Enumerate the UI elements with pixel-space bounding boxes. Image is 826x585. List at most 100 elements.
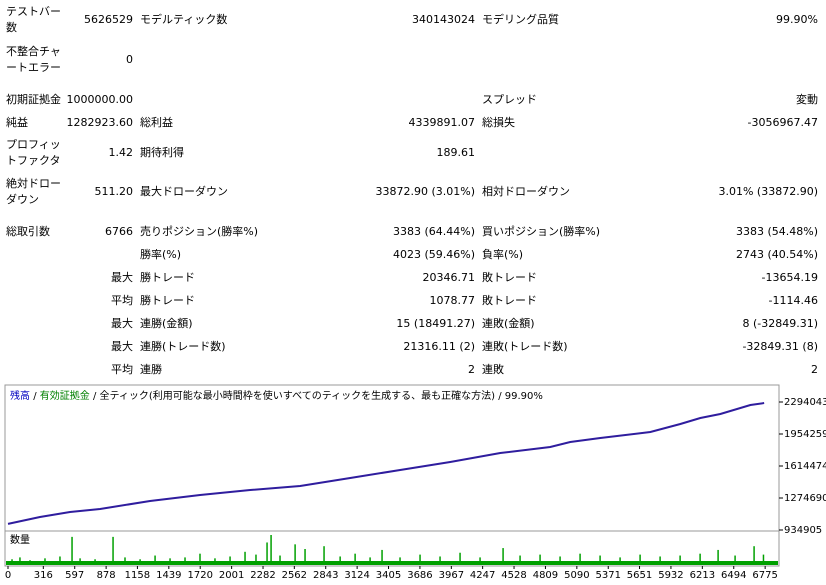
volume-label: 数量 [10, 533, 30, 546]
x-tick-label: 2001 [219, 570, 244, 581]
x-tick-label: 4247 [470, 570, 495, 581]
field-value: 20346.71 [422, 271, 476, 284]
field-label: 初期証拠金 [6, 93, 61, 106]
field-label: プロフィットファクタ [6, 138, 61, 167]
legend-entry: 残高 [10, 389, 33, 402]
field-label: 総損失 [482, 116, 515, 129]
x-tick-label: 3967 [439, 570, 464, 581]
y-tick-label: 1274690 [784, 493, 826, 504]
legend-quality: 99.90% [505, 391, 543, 402]
report: テストバー数 5626529 モデルティック数 340143024 モデリング品質 99.… [0, 3, 826, 380]
report-row: 総取引数 6766 売りポジション(勝率%) 3383 (64.44%) 買いポジション… [0, 222, 826, 242]
legend-separator: / [498, 391, 505, 402]
field-value: 1000000.00 [66, 93, 133, 106]
field-label: 連勝(トレード数) [140, 340, 226, 353]
x-tick-label: 3124 [344, 570, 369, 581]
field-label: 連敗(トレード数) [482, 340, 568, 353]
x-tick-label: 4809 [533, 570, 558, 581]
report-row: 不整合チャートエラー 0 [0, 42, 826, 78]
field-value: 1282923.60 [66, 116, 133, 129]
x-tick-label: 5651 [627, 570, 652, 581]
legend-separator: / [93, 391, 100, 402]
field-value: 1.42 [108, 146, 134, 159]
field-value: 33872.90 (3.01%) [375, 185, 475, 198]
field-value: 1078.77 [429, 294, 476, 307]
field-label: 敗トレード [482, 271, 537, 284]
field-value: 21316.11 (2) [403, 340, 475, 353]
report-row: プロフィットファクタ 1.42 期待利得 189.61 [0, 137, 826, 169]
report-row: 純益 1282923.60 総利益 4339891.07 総損失 -3056967.47 [0, 113, 826, 133]
x-tick-label: 5371 [596, 570, 621, 581]
x-tick-label: 1158 [125, 570, 150, 581]
field-value: 8 (-32849.31) [742, 317, 818, 330]
x-tick-label: 597 [65, 570, 84, 581]
field-value: 6766 [105, 225, 133, 238]
field-label: 連勝 [140, 363, 162, 376]
x-tick-label: 3686 [407, 570, 432, 581]
field-label: スプレッド [482, 93, 537, 106]
field-label: 連敗(金額) [482, 317, 535, 330]
field-value: 最大 [111, 317, 133, 330]
field-value: -32849.31 (8) [742, 340, 818, 353]
report-row: 平均 勝トレード 1078.77 敗トレード -1114.46 [0, 291, 826, 311]
legend-separator: / [33, 391, 40, 402]
plot-frame [4, 384, 780, 567]
x-tick-label: 6775 [752, 570, 777, 581]
y-tick-label: 2294043 [784, 397, 826, 408]
x-tick-label: 2562 [282, 570, 307, 581]
report-row: 平均 連勝 2 連敗 2 [0, 360, 826, 380]
field-label: 勝率(%) [140, 248, 182, 261]
field-label: モデルティック数 [140, 13, 228, 26]
x-tick-label: 878 [97, 570, 116, 581]
field-value: 2 [811, 363, 818, 376]
field-label: モデリング品質 [482, 13, 559, 26]
field-value: -1114.46 [768, 294, 818, 307]
y-tick-label: 934905 [784, 525, 822, 536]
x-tick-label: 6494 [721, 570, 746, 581]
legend-subtitle: 全ティック(利用可能な最小時間枠を使いすべてのティックを生成する、最も正確な方法… [100, 389, 499, 402]
field-label: 勝トレード [140, 271, 195, 284]
y-tick-label: 1954259 [784, 429, 826, 440]
y-tick-label: 1614474 [784, 461, 826, 472]
field-label: 総利益 [140, 116, 173, 129]
field-value: -3056967.47 [747, 116, 818, 129]
x-tick-label: 0 [5, 570, 11, 581]
report-row: 絶対ドローダウン 511.20 最大ドローダウン 33872.90 (3.01%) 相対… [0, 175, 826, 209]
field-value: 最大 [111, 271, 133, 284]
report-row: テストバー数 5626529 モデルティック数 340143024 モデリング品質 99.… [0, 3, 826, 37]
volume-baseline [6, 561, 778, 565]
field-label: 絶対ドローダウン [6, 177, 61, 206]
x-tick-label: 316 [34, 570, 53, 581]
field-value: -13654.19 [761, 271, 818, 284]
field-value: 3383 (64.44%) [392, 225, 475, 238]
field-label: テストバー数 [6, 5, 61, 34]
field-label: 連勝(金額) [140, 317, 193, 330]
x-tick-label: 2843 [313, 570, 338, 581]
x-tick-label: 1720 [187, 570, 212, 581]
field-value: 4023 (59.46%) [392, 248, 475, 261]
field-label: 期待利得 [140, 146, 184, 159]
x-tick-label: 4528 [501, 570, 526, 581]
field-value: 平均 [111, 294, 133, 307]
field-value: 2743 (40.54%) [735, 248, 818, 261]
field-label: 相対ドローダウン [482, 185, 570, 198]
field-value: 変動 [796, 93, 818, 106]
field-value: 3383 (54.48%) [735, 225, 818, 238]
report-row: 最大 連勝(トレード数) 21316.11 (2) 連敗(トレード数) -32849.3… [0, 337, 826, 357]
field-value: 99.90% [776, 13, 818, 26]
field-label: 連敗 [482, 363, 504, 376]
x-tick-label: 3405 [376, 570, 401, 581]
field-value: 2 [468, 363, 475, 376]
field-value: 15 (18491.27) [396, 317, 475, 330]
field-label: 売りポジション(勝率%) [140, 225, 259, 238]
x-tick-label: 5090 [564, 570, 589, 581]
field-value: 0 [126, 53, 133, 66]
field-label: 総取引数 [6, 225, 50, 238]
x-tick-label: 5932 [658, 570, 683, 581]
field-value: 511.20 [94, 185, 134, 198]
x-tick-label: 2282 [250, 570, 275, 581]
balance-line [7, 402, 765, 525]
